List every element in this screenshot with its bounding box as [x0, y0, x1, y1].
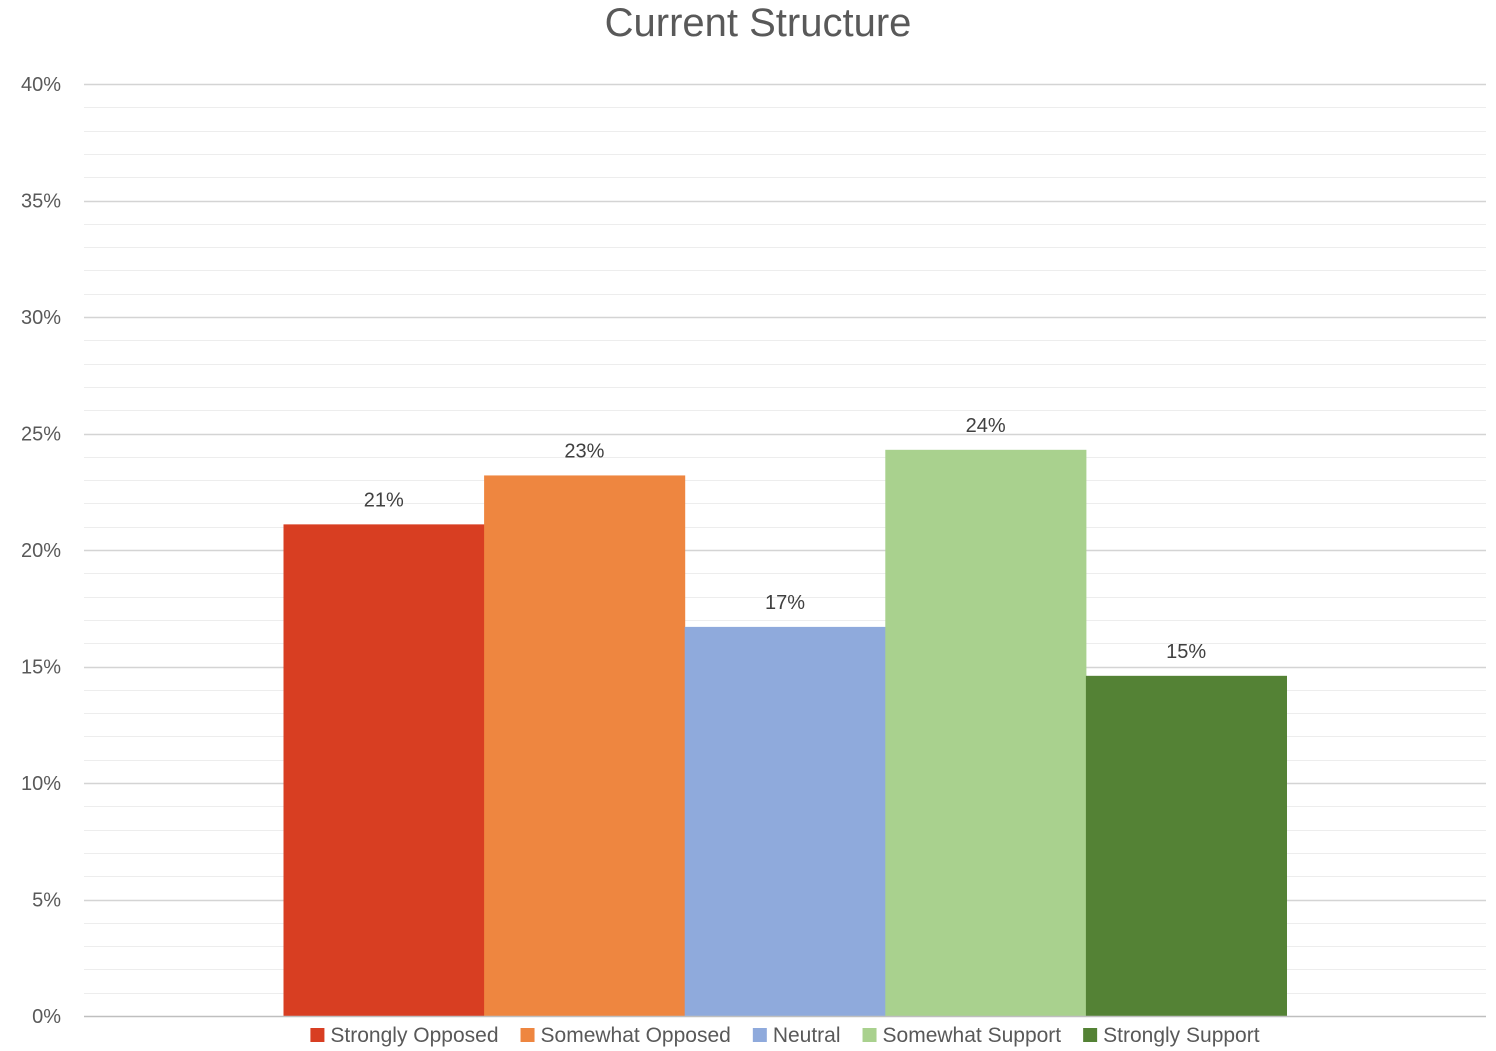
- legend-item-somewhat-opposed: Somewhat Opposed: [520, 1024, 731, 1047]
- legend-item-somewhat-support: Somewhat Support: [862, 1024, 1062, 1047]
- legend-swatch: [752, 1028, 767, 1042]
- data-label: 23%: [564, 440, 604, 462]
- y-tick-label: 40%: [21, 74, 61, 96]
- data-label: 21%: [364, 489, 404, 511]
- y-tick-label: 15%: [21, 657, 61, 679]
- legend-swatch: [520, 1028, 535, 1042]
- y-tick-label: 25%: [21, 424, 61, 446]
- y-tick-label: 30%: [21, 307, 61, 329]
- legend-label: Strongly Opposed: [330, 1024, 498, 1047]
- legend-item-strongly-support: Strongly Support: [1083, 1024, 1260, 1047]
- bar-strongly-opposed: [283, 524, 485, 1016]
- y-axis-ticks: 0% 5% 10% 15% 20% 25% 30% 35% 40%: [21, 74, 61, 1028]
- bar-neutral: [684, 626, 886, 1016]
- legend-swatch: [1083, 1028, 1098, 1042]
- data-labels: 21% 23% 17% 24% 15%: [364, 415, 1207, 663]
- legend-item-strongly-opposed: Strongly Opposed: [310, 1024, 499, 1047]
- bar-strongly-support: [1085, 675, 1287, 1016]
- legend-label: Neutral: [773, 1024, 841, 1047]
- bar-somewhat-opposed: [484, 475, 686, 1016]
- data-label: 17%: [765, 592, 805, 614]
- y-tick-label: 20%: [21, 540, 61, 562]
- legend: Strongly Opposed Somewhat Opposed Neutral S…: [310, 1024, 1260, 1047]
- legend-label: Strongly Support: [1103, 1024, 1260, 1047]
- y-tick-label: 5%: [32, 890, 61, 912]
- legend-label: Somewhat Support: [883, 1024, 1062, 1047]
- legend-swatch: [862, 1028, 877, 1042]
- y-tick-label: 35%: [21, 191, 61, 213]
- legend-item-neutral: Neutral: [752, 1024, 841, 1047]
- y-tick-label: 0%: [32, 1006, 61, 1028]
- y-tick-label: 10%: [21, 773, 61, 795]
- data-label: 15%: [1166, 641, 1206, 663]
- legend-label: Somewhat Opposed: [541, 1024, 731, 1047]
- data-label: 24%: [966, 415, 1006, 437]
- chart-title: Current Structure: [605, 1, 912, 45]
- legend-swatch: [310, 1028, 325, 1042]
- bar-somewhat-support: [885, 449, 1087, 1016]
- bars: [283, 449, 1287, 1016]
